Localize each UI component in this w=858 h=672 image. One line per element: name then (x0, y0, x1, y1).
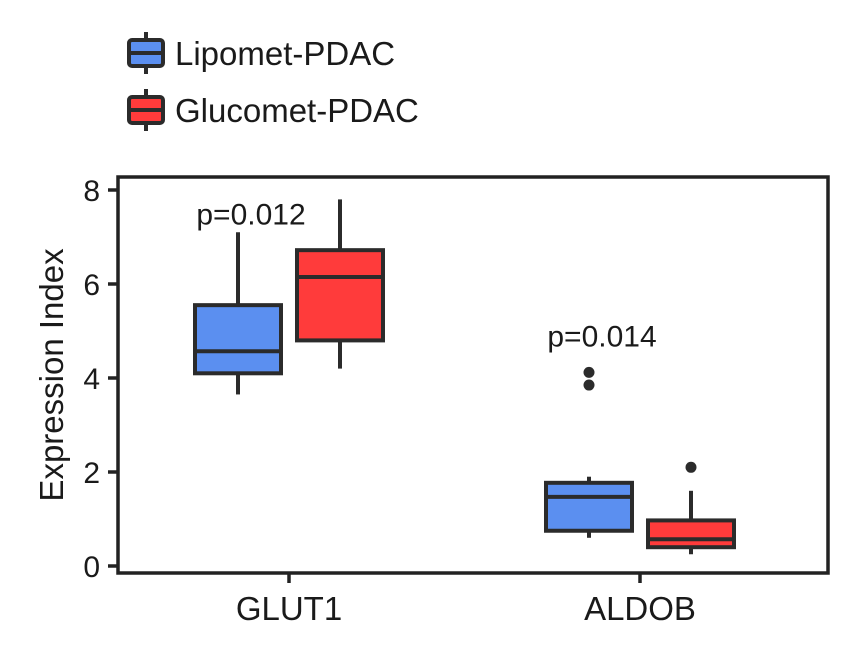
box-lipomet-pdac-aldob (544, 366, 634, 538)
p-value-annotation-1: p=0.014 (547, 321, 656, 354)
legend-label: Lipomet-PDAC (175, 35, 395, 72)
box-iqr (193, 303, 283, 376)
y-tick-label-2: 4 (83, 363, 100, 396)
box-glucomet-pdac-glut1 (295, 199, 385, 369)
x-tick-label-glut1: GLUT1 (236, 590, 342, 627)
legend: Lipomet-PDAC Glucomet-PDAC (127, 32, 419, 131)
y-tick-label-4: 8 (83, 175, 100, 208)
outlier-point-0 (685, 461, 697, 473)
y-tick-label-0: 0 (83, 551, 100, 584)
box-iqr (646, 518, 736, 550)
box-glucomet-pdac-aldob (646, 461, 736, 555)
box-lipomet-pdac-glut1 (193, 232, 283, 395)
y-axis-label: Expression Index (33, 248, 70, 502)
legend-item-glucomet-pdac: Glucomet-PDAC (127, 89, 419, 131)
y-tick-label-3: 6 (83, 269, 100, 302)
annotations: p=0.012 p=0.014 (196, 199, 656, 354)
y-tick-label-1: 2 (83, 457, 100, 490)
x-axis: GLUT1 ALDOB (236, 573, 696, 627)
x-tick-label-aldob: ALDOB (584, 590, 696, 627)
plot-frame (116, 175, 830, 575)
boxes (193, 199, 736, 555)
y-axis: 0 2 4 6 8 (83, 175, 118, 584)
legend-item-lipomet-pdac: Lipomet-PDAC (127, 32, 395, 74)
plot-area: 0 2 4 6 8 GLUT1 ALDOB p=0.012 p=0.014 (83, 175, 830, 627)
box-iqr (544, 480, 634, 533)
outlier-point-1 (583, 366, 595, 378)
outlier-point-0 (583, 379, 595, 391)
p-value-annotation-0: p=0.012 (196, 199, 305, 232)
legend-label: Glucomet-PDAC (175, 92, 419, 129)
box-iqr (295, 248, 385, 343)
